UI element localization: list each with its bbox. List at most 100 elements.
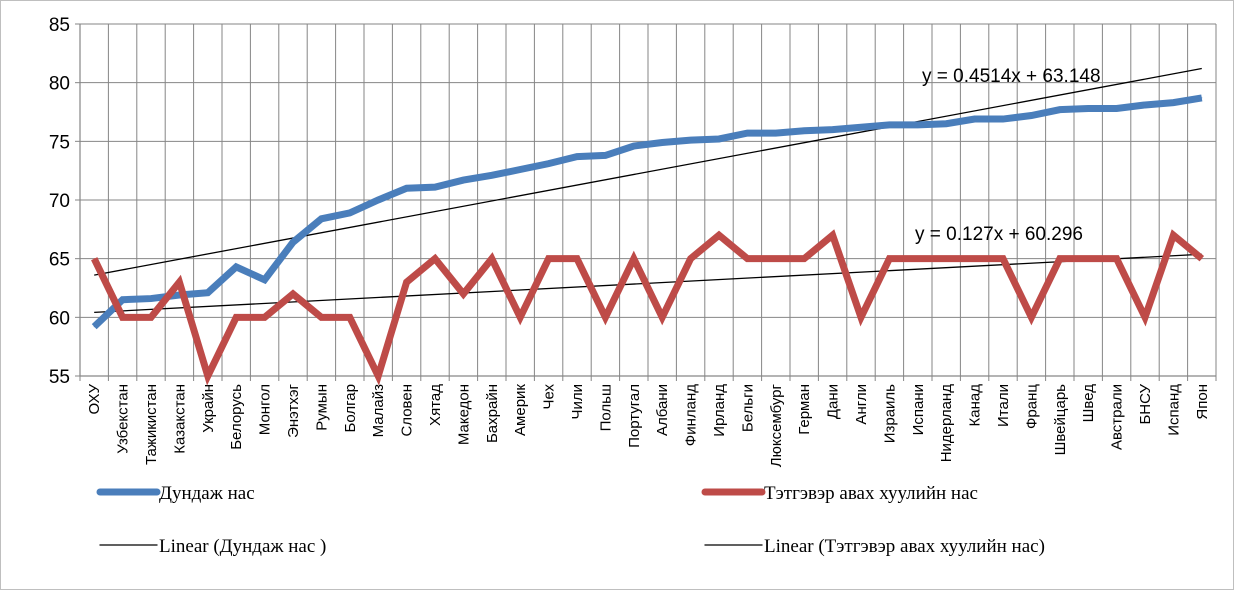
data-point xyxy=(235,266,237,268)
data-point xyxy=(264,316,266,318)
data-point xyxy=(462,293,464,295)
data-point xyxy=(1144,104,1146,106)
x-tick-label: Франц xyxy=(1023,384,1040,429)
data-point xyxy=(93,258,95,260)
data-point xyxy=(150,316,152,318)
data-point xyxy=(519,168,521,170)
x-tick-label: Узбекстан xyxy=(115,384,132,454)
series-points-2 xyxy=(93,234,1203,377)
data-point xyxy=(122,316,124,318)
legend-item: Тэтгэвэр авах хуулийн нас xyxy=(701,483,978,504)
data-point xyxy=(434,186,436,188)
x-tick-label: Герман xyxy=(796,384,813,435)
data-point xyxy=(1002,258,1004,260)
series-points-1 xyxy=(93,97,1203,328)
x-tick-label: Австрали xyxy=(1109,384,1126,450)
x-tick-label: Малайз xyxy=(370,384,387,437)
data-point xyxy=(349,316,351,318)
x-tick-label: Энэтхэг xyxy=(285,383,302,437)
legend-label: Linear (Дундаж нас ) xyxy=(159,536,326,557)
x-tick-label: Португал xyxy=(626,384,643,448)
data-point xyxy=(235,316,237,318)
data-point xyxy=(633,145,635,147)
x-tick-label: Белорусь xyxy=(228,384,245,450)
data-point xyxy=(1144,316,1146,318)
data-point xyxy=(917,258,919,260)
data-point xyxy=(945,123,947,125)
data-point xyxy=(1002,118,1004,120)
y-tick-label: 75 xyxy=(49,132,70,153)
data-point xyxy=(1087,258,1089,260)
data-point xyxy=(888,258,890,260)
data-point xyxy=(1059,258,1061,260)
x-tick-label: Албани xyxy=(654,384,671,436)
x-tick-label: Болгар xyxy=(342,384,359,432)
x-tick-label: Бахрайн xyxy=(484,384,501,443)
data-point xyxy=(377,375,379,377)
x-tick-label: Казакстан xyxy=(171,384,188,454)
x-tick-label: Нидерланд xyxy=(938,384,955,463)
data-point xyxy=(519,316,521,318)
data-point xyxy=(1116,107,1118,109)
data-point xyxy=(718,138,720,140)
x-tick-label: Люксембург xyxy=(768,383,785,467)
y-tick-label: 70 xyxy=(49,191,70,212)
legend-label: Дундаж нас xyxy=(159,483,255,504)
y-tick-label: 65 xyxy=(49,250,70,271)
y-tick-label: 85 xyxy=(49,15,70,36)
data-point xyxy=(377,199,379,201)
x-tick-label: Монгол xyxy=(257,384,274,435)
legend-item: Дундаж нас xyxy=(96,483,255,504)
data-point xyxy=(292,241,294,243)
data-point xyxy=(93,326,95,328)
data-point xyxy=(718,234,720,236)
series-line-2 xyxy=(91,229,1205,386)
data-point xyxy=(349,212,351,214)
legend-item: Linear (Тэтгэвэр авах хуулийн нас) xyxy=(704,536,1045,557)
data-point xyxy=(604,154,606,156)
data-point xyxy=(1172,102,1174,104)
x-tick-label: Македон xyxy=(455,384,472,445)
x-tick-label: БНСУ xyxy=(1137,384,1154,425)
trendline-equations: y = 0.4514x + 63.148 y = 0.127x + 60.296 xyxy=(915,66,1101,245)
x-tick-label: Словен xyxy=(399,384,416,437)
data-point xyxy=(491,258,493,260)
x-tick-label: Швейцарь xyxy=(1052,384,1069,456)
data-point xyxy=(1087,107,1089,109)
data-point xyxy=(917,124,919,126)
data-point xyxy=(320,316,322,318)
x-axis-ticks: ОХУ Узбекстан Тажикистан Казакстан Украйн Бел… xyxy=(86,383,1211,467)
data-point xyxy=(207,375,209,377)
data-point xyxy=(604,316,606,318)
x-tick-label: Тажикистан xyxy=(143,384,160,465)
data-point xyxy=(690,139,692,141)
series-lines xyxy=(91,94,1205,386)
x-tick-label: Бельги xyxy=(739,384,756,432)
series-line-1 xyxy=(91,94,1203,330)
data-point xyxy=(661,316,663,318)
data-point xyxy=(576,258,578,260)
x-tick-label: Хятад xyxy=(427,384,444,426)
data-point xyxy=(264,279,266,281)
x-tick-label: Испанд xyxy=(1165,384,1182,436)
y-tick-label: 55 xyxy=(49,367,70,388)
data-point xyxy=(746,132,748,134)
data-point xyxy=(491,174,493,176)
data-point xyxy=(803,258,805,260)
data-point xyxy=(775,258,777,260)
data-point xyxy=(576,156,578,158)
x-tick-label: Израиль xyxy=(881,384,898,443)
x-tick-label: Швед xyxy=(1080,384,1097,423)
data-point xyxy=(775,132,777,134)
x-tick-label: Финланд xyxy=(683,384,700,446)
data-point xyxy=(633,258,635,260)
trendline-equation: y = 0.127x + 60.296 xyxy=(915,224,1083,245)
data-point xyxy=(1172,234,1174,236)
data-point xyxy=(803,130,805,132)
trendline xyxy=(94,67,1202,276)
x-tick-label: Польш xyxy=(597,384,614,431)
data-point xyxy=(548,163,550,165)
x-tick-label: Чили xyxy=(569,384,586,420)
